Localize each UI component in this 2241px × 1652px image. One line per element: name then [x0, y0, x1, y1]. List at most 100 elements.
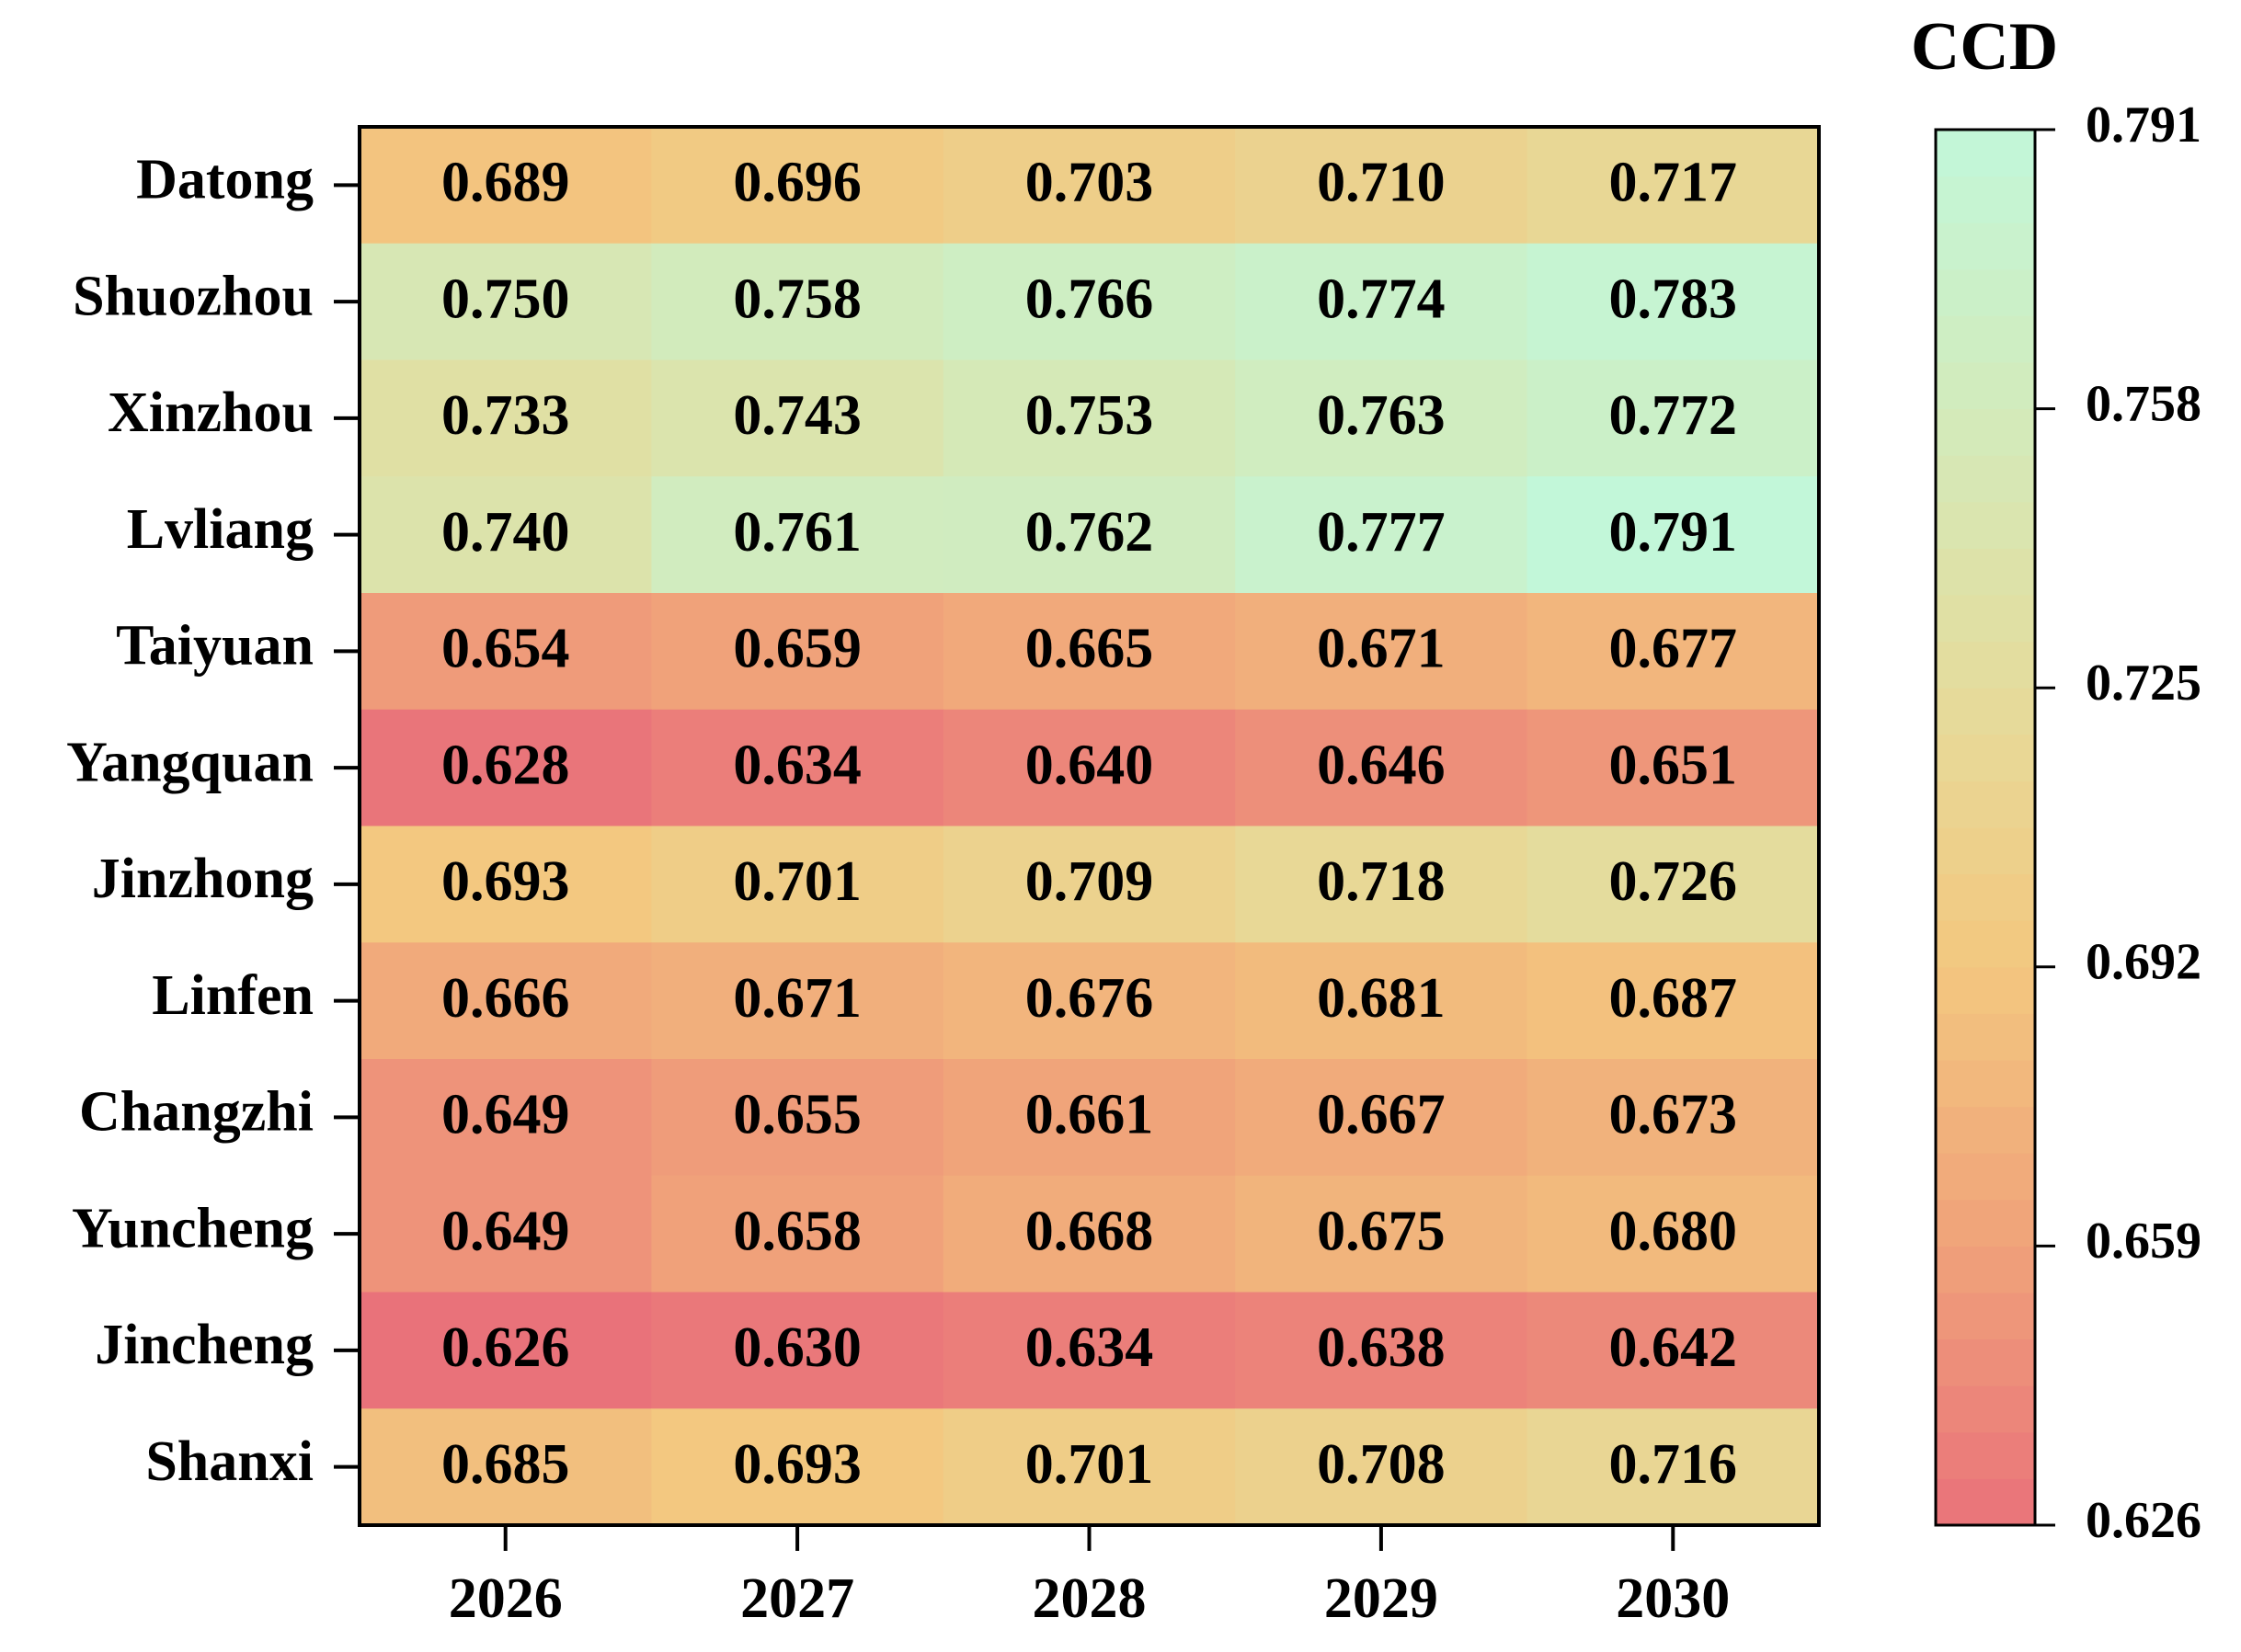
heatmap-cell — [360, 359, 652, 477]
cell-label: 0.673 — [1609, 1084, 1738, 1146]
cell-label: 0.659 — [733, 618, 862, 680]
y-tick-label: Xinzhou — [108, 382, 314, 444]
heatmap-cell — [360, 1059, 652, 1177]
cell-label: 0.718 — [1317, 850, 1446, 913]
colorbar-step — [1936, 1385, 2035, 1433]
heatmap-cell — [360, 1175, 652, 1293]
heatmap-cell — [1235, 826, 1528, 943]
colorbar-step — [1936, 455, 2035, 503]
colorbar-step — [1936, 641, 2035, 689]
cell-label: 0.675 — [1317, 1200, 1446, 1262]
cell-label: 0.696 — [733, 152, 862, 214]
y-tick-label: Changzhi — [79, 1081, 314, 1144]
cell-label: 0.783 — [1609, 268, 1738, 330]
heatmap-cell — [943, 359, 1236, 477]
heatmap-cell — [943, 826, 1236, 943]
colorbar-step — [1936, 1246, 2035, 1293]
heatmap-cell — [1235, 1175, 1528, 1293]
colorbar-label: CCD — [1911, 9, 2058, 85]
cell-label: 0.726 — [1609, 850, 1738, 913]
cell-label: 0.708 — [1317, 1433, 1446, 1496]
cell-label: 0.701 — [733, 850, 862, 913]
cell-label: 0.761 — [733, 501, 862, 564]
cell-label: 0.791 — [1609, 501, 1738, 564]
heatmap-cell — [1526, 1059, 1820, 1177]
heatmap-cell — [1235, 359, 1528, 477]
cell-label: 0.668 — [1025, 1200, 1154, 1262]
cell-label: 0.671 — [1317, 618, 1446, 680]
cell-label: 0.658 — [733, 1200, 862, 1262]
y-tick-label: Yangquan — [66, 731, 314, 793]
heatmap-cell — [651, 709, 944, 826]
x-tick-label: 2030 — [1616, 1567, 1730, 1630]
y-tick-label: Lvliang — [127, 498, 314, 561]
y-tick-label: Shuozhou — [73, 265, 314, 327]
heatmap-cell — [360, 942, 652, 1060]
colorbar-step — [1936, 1293, 2035, 1340]
y-tick-label: Datong — [136, 149, 314, 211]
colorbar-step — [1936, 501, 2035, 549]
heatmap-cell — [943, 942, 1236, 1060]
colorbar-step — [1936, 1339, 2035, 1386]
colorbar-step — [1936, 222, 2035, 270]
y-tick-label: Shanxi — [145, 1430, 314, 1493]
cell-label: 0.638 — [1317, 1316, 1446, 1379]
heatmap-cell — [1235, 1292, 1528, 1409]
cell-label: 0.750 — [441, 268, 570, 330]
x-tick-label: 2028 — [1033, 1567, 1147, 1630]
colorbar-tick-label: 0.626 — [2086, 1492, 2201, 1549]
cell-label: 0.665 — [1025, 618, 1154, 680]
colorbar-step — [1936, 920, 2035, 968]
cell-label: 0.667 — [1317, 1084, 1446, 1146]
heatmap-cell — [943, 1292, 1236, 1409]
heatmap-cell — [1235, 1059, 1528, 1177]
colorbar-tick-label: 0.659 — [2086, 1213, 2201, 1270]
colorbar-step — [1936, 873, 2035, 921]
heatmap-cell — [1526, 476, 1820, 594]
cell-label: 0.634 — [1025, 1316, 1154, 1379]
colorbar-step — [1936, 1153, 2035, 1201]
cell-label: 0.626 — [441, 1316, 570, 1379]
heatmap-cell — [1526, 1175, 1820, 1293]
heatmap-cell — [360, 243, 652, 360]
y-tick-label: Yuncheng — [72, 1197, 314, 1259]
heatmap-cell — [651, 1408, 944, 1526]
cell-label: 0.703 — [1025, 152, 1154, 214]
cell-label: 0.701 — [1025, 1433, 1154, 1496]
heatmap-cell — [1235, 127, 1528, 245]
heatmap-cell — [651, 593, 944, 711]
x-tick-label: 2026 — [449, 1567, 563, 1630]
cell-label: 0.693 — [441, 850, 570, 913]
y-tick-label: Linfen — [152, 964, 314, 1027]
cell-label: 0.640 — [1025, 734, 1154, 796]
colorbar-step — [1936, 362, 2035, 410]
cell-label: 0.753 — [1025, 384, 1154, 447]
heatmap-cell — [1526, 127, 1820, 245]
colorbar-step — [1936, 595, 2035, 643]
heatmap-cell — [651, 243, 944, 360]
heatmap-cell — [1526, 1408, 1820, 1526]
heatmap-cell — [360, 709, 652, 826]
cell-label: 0.685 — [441, 1433, 570, 1496]
colorbar-step — [1936, 548, 2035, 596]
heatmap-cell — [1526, 709, 1820, 826]
colorbar-tick-label: 0.791 — [2086, 97, 2201, 154]
colorbar-frame — [1934, 128, 2037, 1527]
heatmap-cell — [651, 127, 944, 245]
colorbar-step — [1936, 1106, 2035, 1154]
cell-label: 0.681 — [1317, 967, 1446, 1030]
heatmap-cell — [943, 593, 1236, 711]
heatmap-cell — [360, 826, 652, 943]
heatmap-cell — [943, 243, 1236, 360]
cell-label: 0.763 — [1317, 384, 1446, 447]
heatmap-cell — [943, 476, 1236, 594]
cell-label: 0.649 — [441, 1084, 570, 1146]
cell-label: 0.671 — [733, 967, 862, 1030]
colorbar-step — [1936, 734, 2035, 781]
colorbar-step — [1936, 1060, 2035, 1108]
cell-label: 0.709 — [1025, 850, 1154, 913]
colorbar-step — [1936, 827, 2035, 875]
heatmap-cell — [651, 1059, 944, 1177]
colorbar-tick-label: 0.758 — [2086, 375, 2201, 432]
colorbar-step — [1936, 130, 2035, 177]
